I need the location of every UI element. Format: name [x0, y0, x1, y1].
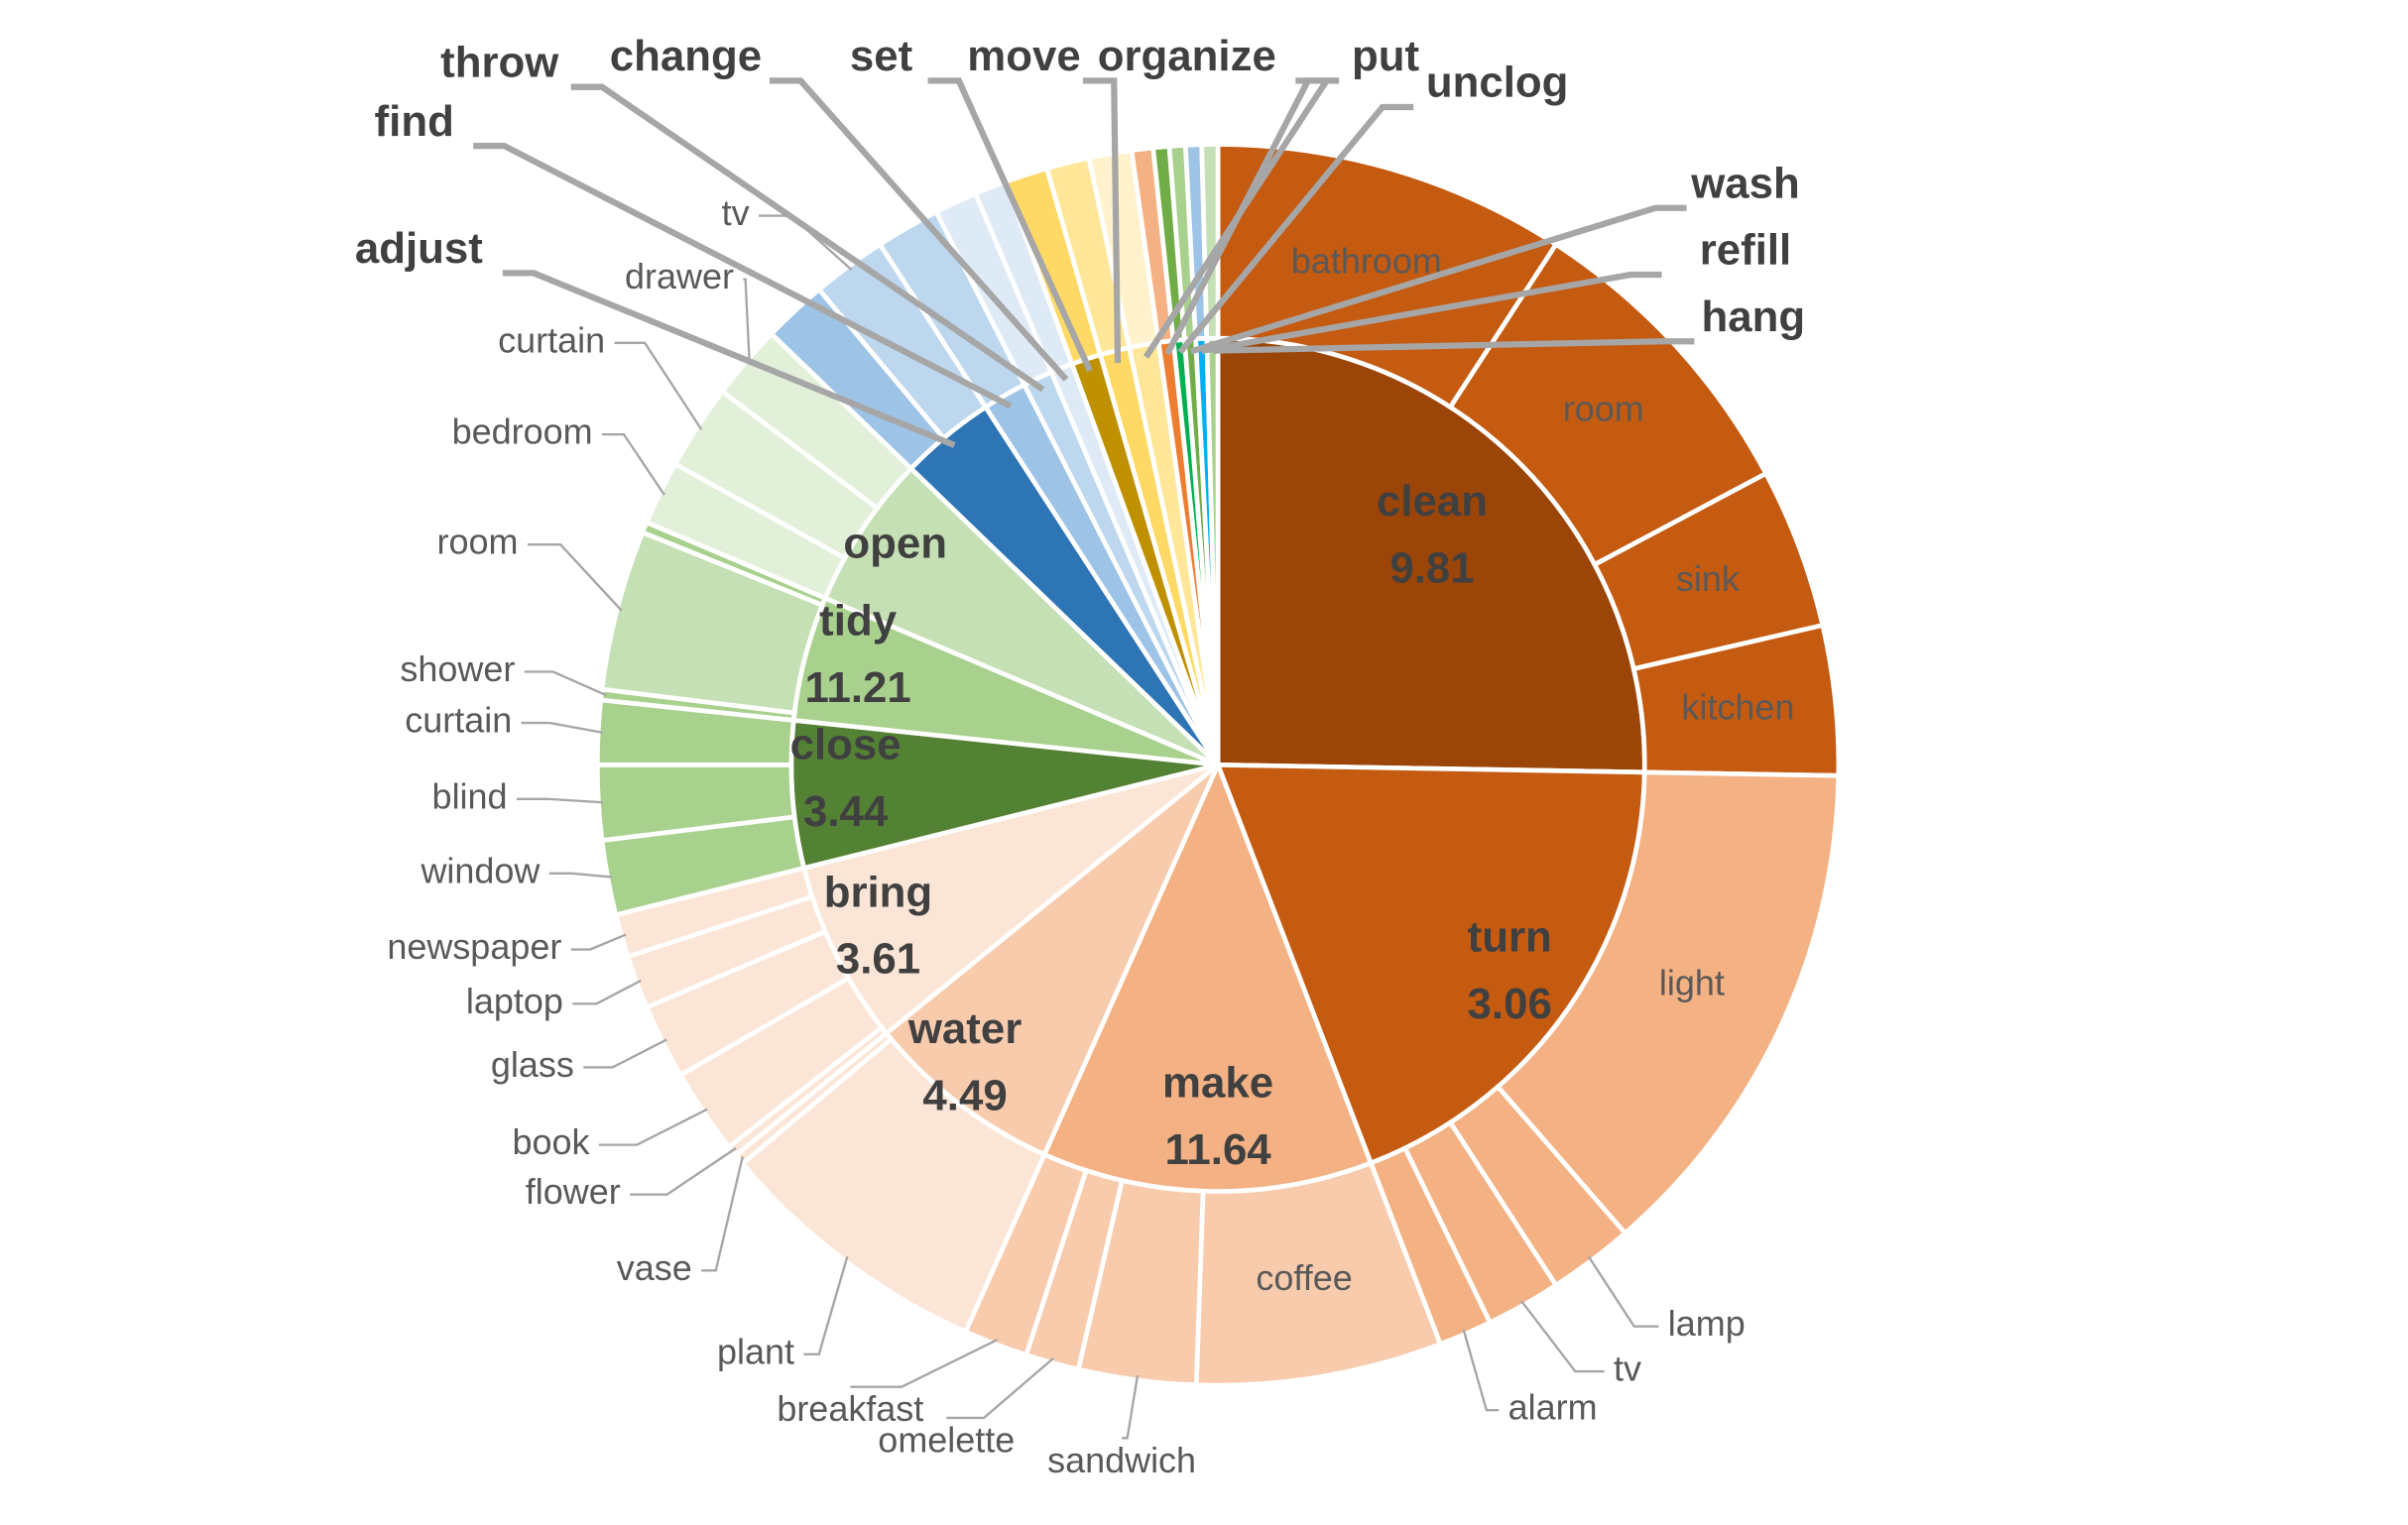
inner-label: throw: [440, 38, 559, 86]
outer-label: blind: [432, 775, 508, 816]
outer-label: curtain: [405, 700, 512, 741]
outer-label: vase: [617, 1247, 692, 1288]
leader-line: [850, 1339, 999, 1388]
inner-label: hang: [1701, 293, 1805, 341]
outer-label: shower: [400, 648, 515, 689]
rings: [594, 142, 1842, 1388]
inner-label: refill: [1700, 226, 1792, 275]
outer-label: book: [512, 1121, 590, 1162]
outer-label: room: [1563, 389, 1644, 429]
leader-line: [598, 1108, 708, 1146]
leader-line: [1462, 1329, 1500, 1412]
leader-line: [516, 797, 604, 804]
outer-label: flower: [526, 1171, 621, 1212]
leader-line: [927, 77, 1093, 373]
leader-line: [1164, 77, 1340, 356]
outer-label: bedroom: [452, 411, 593, 452]
inner-label: bring: [824, 868, 932, 916]
inner-label: tidy: [819, 597, 898, 645]
leader-line: [570, 83, 1045, 393]
inner-score: 3.61: [836, 935, 920, 984]
inner-score: 3.06: [1468, 980, 1552, 1028]
outer-label: newspaper: [387, 926, 561, 967]
inner-label: move: [967, 32, 1080, 80]
outer-label: lamp: [1668, 1303, 1746, 1344]
leader-line: [1177, 103, 1414, 355]
inner-label: clean: [1377, 477, 1488, 526]
outer-label: omelette: [878, 1420, 1015, 1461]
leader-line: [1082, 77, 1122, 364]
leader-line: [570, 933, 627, 951]
outer-label: alarm: [1508, 1387, 1598, 1428]
leader-line: [527, 543, 623, 612]
inner-label: turn: [1468, 913, 1552, 962]
leader-line: [630, 1147, 737, 1196]
inner-score: 4.49: [922, 1071, 1007, 1119]
outer-label: sink: [1676, 558, 1741, 599]
outer-label: curtain: [498, 319, 605, 360]
leader-line: [521, 721, 604, 734]
outer-label: light: [1659, 963, 1725, 1003]
outer-label: breakfast: [777, 1388, 923, 1429]
labels: bathroom room sink kitchen clean 9.81 light lam…: [355, 32, 1805, 1480]
leader-line: [1519, 1300, 1605, 1373]
inner-score: 11.64: [1164, 1125, 1271, 1174]
inner-label: find: [375, 97, 454, 146]
inner-label: close: [790, 721, 902, 769]
leader-line: [769, 77, 1069, 382]
outer-label: tv: [722, 192, 750, 233]
inner-label: wash: [1690, 159, 1800, 207]
outer-label: plant: [717, 1331, 794, 1371]
inner-label: open: [843, 519, 947, 567]
inner-label: set: [850, 32, 913, 80]
leader-line: [1201, 271, 1662, 355]
outer-label: room: [437, 522, 519, 562]
leader-line: [502, 270, 956, 448]
leader-line: [583, 1038, 667, 1069]
leader-line: [743, 278, 751, 366]
outer-label: glass: [491, 1044, 574, 1085]
inner-label: change: [610, 32, 762, 80]
leader-line: [524, 670, 607, 697]
leader-line: [1212, 338, 1695, 354]
leader-line: [572, 979, 642, 1005]
outer-label: coffee: [1256, 1257, 1352, 1298]
outer-label: laptop: [466, 981, 563, 1021]
outer-label: kitchen: [1681, 687, 1794, 728]
inner-label: put: [1352, 32, 1420, 80]
inner-label: organize: [1098, 32, 1276, 80]
inner-label: unclog: [1426, 59, 1569, 107]
leader-line: [602, 432, 665, 496]
outer-label: drawer: [625, 256, 734, 296]
outer-label: bathroom: [1291, 240, 1442, 281]
outer-slice: [1199, 142, 1221, 341]
leader-line: [1122, 1374, 1140, 1440]
leader-line: [946, 1356, 1054, 1420]
outer-label: tv: [1614, 1349, 1641, 1389]
inner-label: adjust: [355, 224, 483, 273]
outer-slice: [1495, 769, 1842, 1236]
leader-line: [701, 1156, 744, 1272]
outer-label: sandwich: [1047, 1440, 1196, 1480]
leader-line: [548, 872, 613, 879]
inner-label: water: [907, 1004, 1022, 1053]
leader-line: [1587, 1255, 1659, 1328]
leader-line: [1189, 204, 1687, 355]
inner-score: 3.44: [803, 787, 889, 836]
leader-line: [803, 1256, 849, 1356]
leader-line: [614, 341, 703, 430]
inner-score: 11.21: [805, 663, 911, 712]
outer-label: window: [420, 850, 541, 890]
inner-score: 9.81: [1389, 543, 1474, 592]
inner-label: make: [1162, 1059, 1273, 1108]
leader-line: [473, 143, 1013, 410]
